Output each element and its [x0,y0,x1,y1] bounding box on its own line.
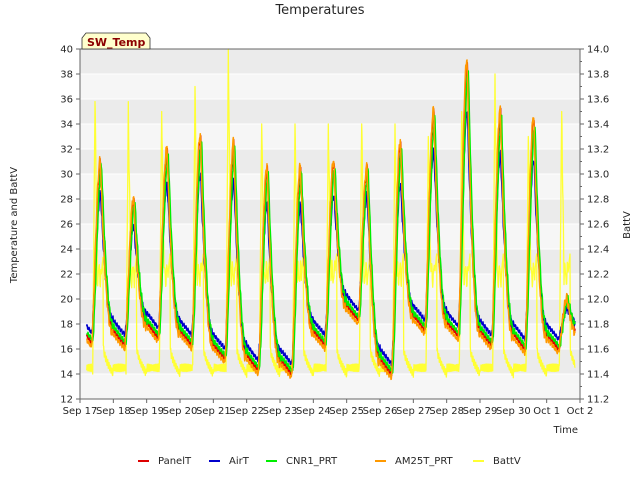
grid-band [80,274,580,299]
grid-band [80,149,580,174]
x-tick-label: Sep 29 [463,406,498,417]
x-tick-label: Oct 1 [533,406,560,417]
x-tick-label: Sep 23 [263,406,298,417]
grid-band [80,349,580,374]
x-tick-label: Sep 27 [396,406,431,417]
y2-tick-label: 11.2 [587,395,609,406]
y-tick-label: 34 [60,120,73,131]
x-tick-label: Sep 18 [96,406,131,417]
y2-tick-label: 11.4 [587,370,609,381]
grid-band [80,324,580,349]
x-tick-label: Sep 24 [296,406,331,417]
y2-tick-label: 14.0 [587,45,609,56]
series-line-battv [86,48,576,379]
y-tick-label: 18 [60,320,73,331]
y2-tick-label: 12.4 [587,245,609,256]
badge-box [81,32,151,50]
grid-band [80,124,580,149]
y-tick-label: 22 [60,270,73,281]
y2-axis-title: BattV [622,211,633,239]
y-tick-label: 14 [60,370,73,381]
badge-label: SW_Temp [87,36,146,49]
legend: PanelT AirT CNR1_PRT AM25T_PRT BattV [138,456,521,467]
y-tick-label: 24 [60,245,73,256]
legend-label: AirT [229,456,250,467]
grid-band [80,74,580,99]
y2-tick-label: 11.8 [587,320,609,331]
y2-tick-label: 13.4 [587,120,609,131]
x-axis-title: Time [553,425,578,436]
x-tick-label: Sep 21 [196,406,231,417]
y2-tick-label: 13.8 [587,70,609,81]
series-line-am25t-prt [85,59,576,381]
grid-band [80,299,580,324]
series-line-cnr1-prt [86,70,576,374]
y-tick-label: 28 [60,195,73,206]
x-tick-label: Sep 22 [229,406,264,417]
y-tick-label: 26 [60,220,73,231]
y-axis-left: 12 14 16 18 20 22 24 26 28 30 32 34 36 38 40 [60,45,80,406]
sw-temp-badge: SW_Temp [81,32,151,50]
y-axis-right: 11.2 11.4 11.6 11.8 12.0 12.2 12.4 12.6 12.8 13.0… [580,45,609,406]
x-tick-label: Oct 2 [567,406,594,417]
y-axis-title: Temperature and BattV [9,167,20,284]
series-layer [85,48,576,381]
grid-band [80,374,580,399]
x-tick-label: Sep 19 [129,406,164,417]
legend-label: PanelT [158,456,192,467]
y2-tick-label: 13.0 [587,170,609,181]
x-tick-label: Sep 17 [63,406,98,417]
y-tick-label: 38 [60,70,73,81]
x-tick-label: Sep 30 [496,406,531,417]
y2-tick-label: 12.2 [587,270,609,281]
grid-band [80,99,580,124]
y2-tick-label: 13.6 [587,95,609,106]
x-tick-label: Sep 25 [329,406,364,417]
x-tick-label: Sep 28 [429,406,464,417]
chart-title: Temperatures [274,3,364,18]
y2-tick-label: 12.6 [587,220,609,231]
grid-band [80,49,580,74]
legend-label: AM25T_PRT [395,456,454,467]
x-tick-label: Sep 20 [163,406,198,417]
legend-label: CNR1_PRT [286,456,338,467]
y-tick-label: 40 [60,45,73,56]
y-tick-label: 12 [60,395,73,406]
y-tick-label: 32 [60,145,73,156]
legend-label: BattV [493,456,521,467]
y-tick-label: 36 [60,95,73,106]
y-tick-label: 20 [60,295,73,306]
y-tick-label: 16 [60,345,73,356]
x-tick-label: Sep 26 [363,406,398,417]
y2-tick-label: 12.0 [587,295,609,306]
y2-tick-label: 12.8 [587,195,609,206]
y-tick-label: 30 [60,170,73,181]
y2-tick-label: 13.2 [587,145,609,156]
y2-tick-label: 11.6 [587,345,609,356]
